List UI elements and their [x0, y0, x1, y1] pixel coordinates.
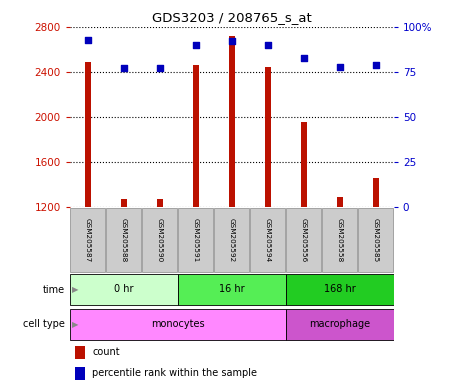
- FancyBboxPatch shape: [178, 274, 286, 306]
- FancyBboxPatch shape: [287, 208, 321, 272]
- FancyBboxPatch shape: [286, 309, 394, 340]
- FancyBboxPatch shape: [359, 208, 393, 272]
- FancyBboxPatch shape: [251, 208, 285, 272]
- Text: count: count: [92, 347, 120, 358]
- Bar: [373, 178, 379, 343]
- Text: ▶: ▶: [72, 320, 78, 329]
- FancyBboxPatch shape: [70, 309, 286, 340]
- Text: ▶: ▶: [72, 285, 78, 295]
- Text: monocytes: monocytes: [151, 319, 205, 329]
- Text: 16 hr: 16 hr: [219, 284, 244, 294]
- Bar: [157, 199, 163, 343]
- Text: cell type: cell type: [23, 319, 65, 329]
- FancyBboxPatch shape: [70, 274, 178, 306]
- Point: [372, 62, 379, 68]
- Point: [300, 55, 307, 61]
- Text: GSM205556: GSM205556: [301, 218, 307, 262]
- Text: 168 hr: 168 hr: [324, 284, 356, 294]
- Bar: [75, 346, 86, 359]
- Text: 0 hr: 0 hr: [114, 284, 134, 294]
- Text: GSM205587: GSM205587: [85, 218, 91, 262]
- Point: [264, 42, 271, 48]
- Point: [156, 65, 163, 71]
- FancyBboxPatch shape: [71, 208, 105, 272]
- Text: macrophage: macrophage: [309, 319, 370, 329]
- Bar: [301, 122, 307, 343]
- Text: GSM205585: GSM205585: [373, 218, 379, 262]
- FancyBboxPatch shape: [323, 208, 357, 272]
- Point: [336, 63, 343, 70]
- Text: GSM205588: GSM205588: [121, 218, 127, 262]
- Text: time: time: [43, 285, 65, 295]
- Bar: [337, 197, 343, 343]
- FancyBboxPatch shape: [286, 274, 394, 306]
- FancyBboxPatch shape: [215, 208, 249, 272]
- Text: GSM205558: GSM205558: [337, 218, 343, 262]
- Bar: [265, 68, 271, 343]
- Point: [84, 36, 91, 43]
- FancyBboxPatch shape: [179, 208, 213, 272]
- FancyBboxPatch shape: [107, 208, 141, 272]
- Point: [192, 42, 199, 48]
- Text: GSM205590: GSM205590: [157, 218, 163, 262]
- FancyBboxPatch shape: [143, 208, 177, 272]
- Point: [228, 38, 235, 45]
- Text: GSM205594: GSM205594: [265, 218, 271, 262]
- Bar: [75, 367, 86, 380]
- Text: GSM205591: GSM205591: [193, 218, 199, 262]
- Text: percentile rank within the sample: percentile rank within the sample: [92, 368, 257, 379]
- Bar: [121, 199, 127, 343]
- Bar: [193, 65, 199, 343]
- Bar: [85, 62, 91, 343]
- Bar: [229, 36, 235, 343]
- Text: GSM205592: GSM205592: [229, 218, 235, 262]
- Title: GDS3203 / 208765_s_at: GDS3203 / 208765_s_at: [152, 11, 311, 24]
- Point: [120, 65, 127, 71]
